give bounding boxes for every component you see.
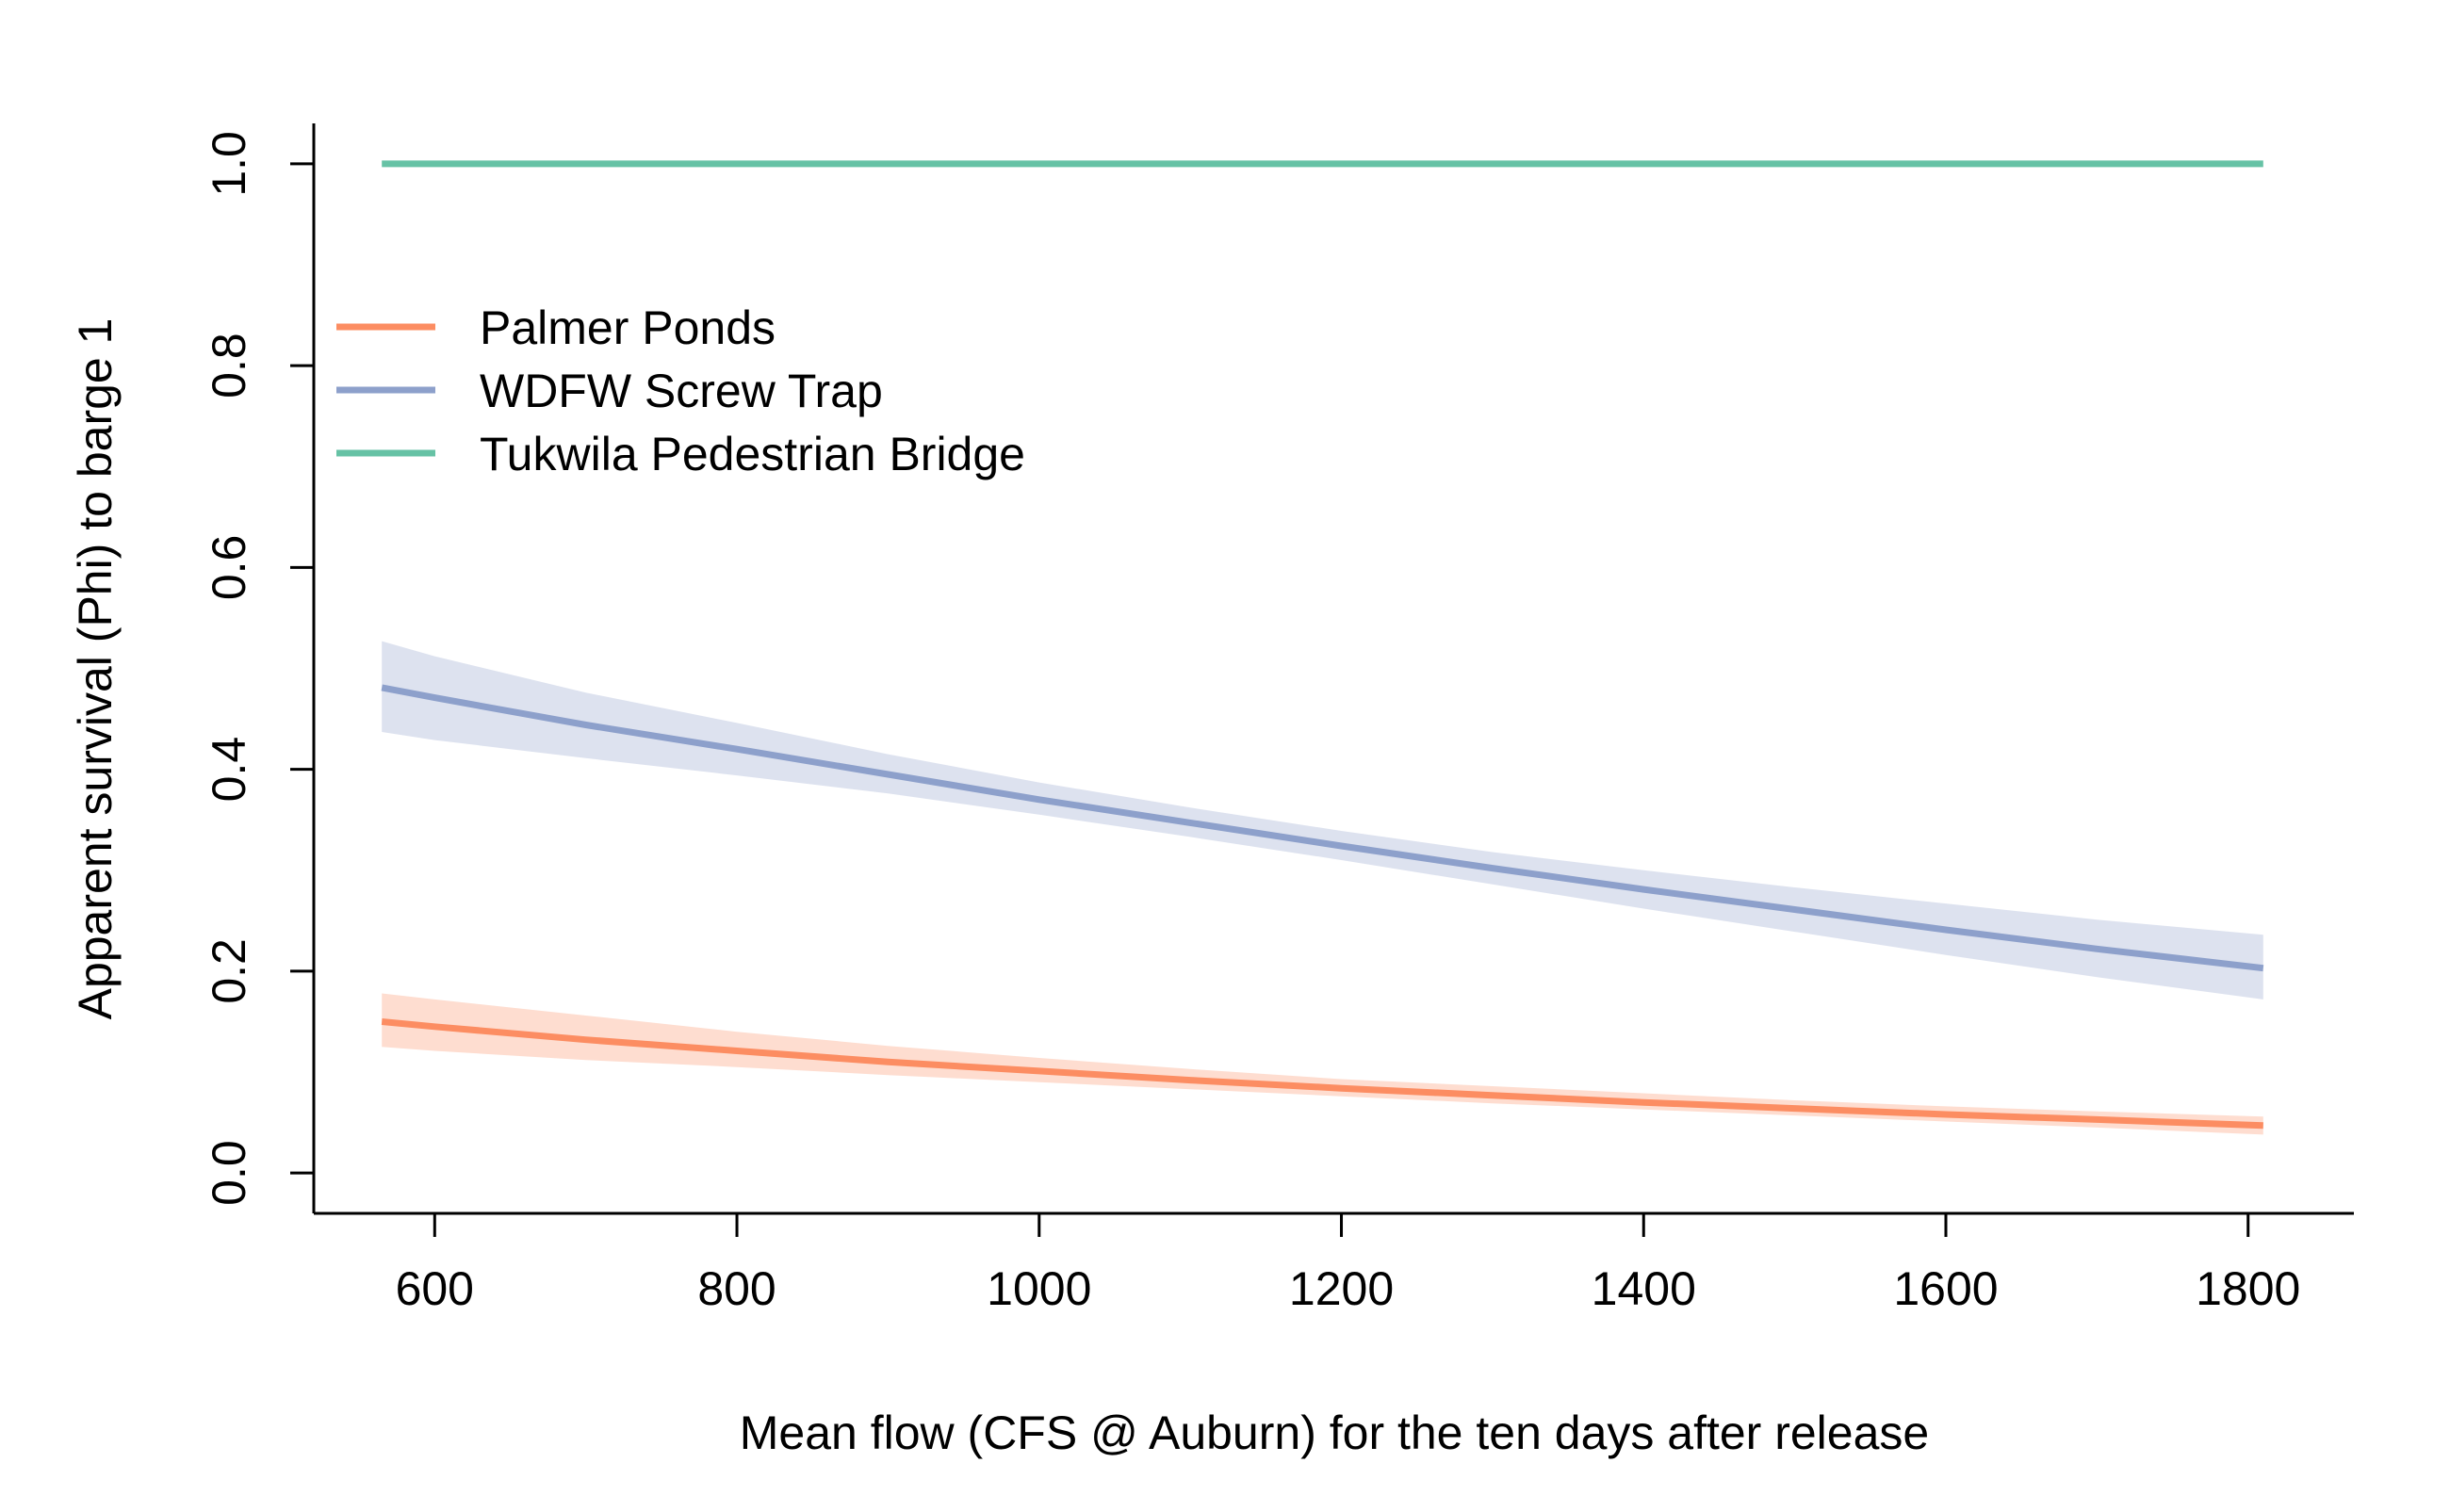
x-tick-label: 1400 xyxy=(1592,1262,1696,1315)
wdfw-screw-trap-line xyxy=(381,684,2264,972)
legend-item-tukwila-pedestrian-bridge: Tukwila Pedestrian Bridge xyxy=(336,428,1025,480)
legend: Palmer Ponds WDFW Screw Trap Tukwila Pedes… xyxy=(336,301,1025,480)
y-tick-label: 0.0 xyxy=(203,1140,255,1206)
y-tick-label: 0.6 xyxy=(203,535,255,601)
x-ticks: 600 800 1000 1200 1400 1600 1800 xyxy=(396,1213,2300,1315)
axes xyxy=(312,123,2354,1215)
y-tick-label: 0.2 xyxy=(203,938,255,1004)
x-tick-label: 1200 xyxy=(1289,1262,1394,1315)
legend-item-wdfw-screw-trap: WDFW Screw Trap xyxy=(336,365,883,417)
wdfw-screw-trap-confidence-band xyxy=(382,641,2263,1000)
x-tick-label: 1600 xyxy=(1893,1262,1998,1315)
x-tick-label: 1000 xyxy=(987,1262,1091,1315)
y-tick-label: 0.4 xyxy=(203,737,255,803)
palmer-ponds-line xyxy=(381,1018,2263,1130)
x-axis-title: Mean flow (CFS @ Auburn) for the ten day… xyxy=(740,1406,1929,1459)
legend-label: Palmer Ponds xyxy=(480,301,776,354)
series-lines xyxy=(381,160,2264,1130)
x-tick-label: 1800 xyxy=(2196,1262,2300,1315)
y-axis-title: Apparent survival (Phi) to barge 1 xyxy=(69,318,122,1020)
x-tick-label: 800 xyxy=(697,1262,776,1315)
legend-label: Tukwila Pedestrian Bridge xyxy=(480,428,1025,480)
y-tick-label: 1.0 xyxy=(203,131,255,197)
y-tick-label: 0.8 xyxy=(203,333,255,398)
y-ticks: 0.0 0.2 0.4 0.6 0.8 1.0 xyxy=(203,131,314,1206)
legend-item-palmer-ponds: Palmer Ponds xyxy=(336,301,776,354)
legend-label: WDFW Screw Trap xyxy=(480,365,883,417)
x-tick-label: 600 xyxy=(396,1262,474,1315)
